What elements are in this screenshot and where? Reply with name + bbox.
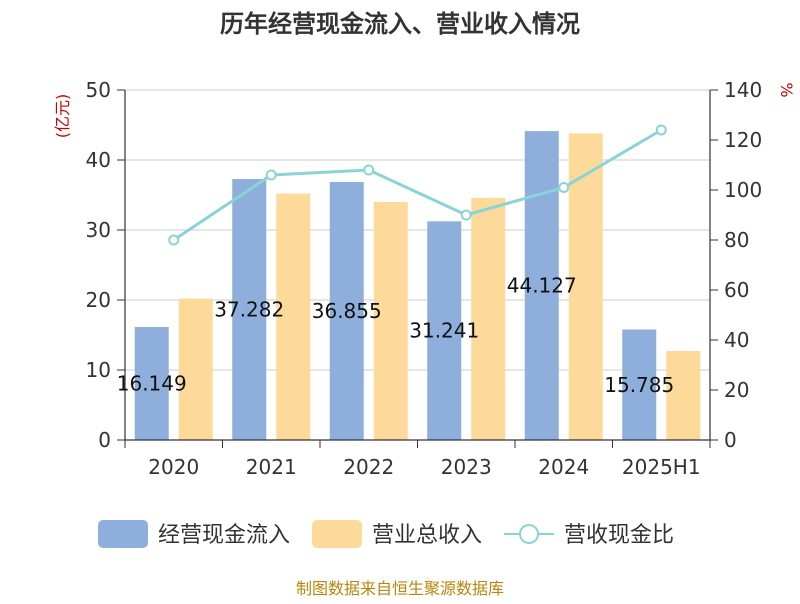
line-layer <box>168 124 667 246</box>
y-right-tick-label: 100 <box>724 178 762 202</box>
legend: 经营现金流入 营业总收入 营收现金比 <box>98 520 674 548</box>
data-label-operating-cash-inflow: 36.855 <box>312 299 382 323</box>
line-point <box>655 124 667 136</box>
y-right-tick-label: 40 <box>724 328 749 352</box>
legend-marker <box>519 524 539 544</box>
line-point <box>460 209 472 221</box>
y-left-tick-label: 0 <box>98 428 111 452</box>
data-label-operating-cash-inflow: 31.241 <box>409 319 479 343</box>
y-left-unit: (亿元) <box>53 94 72 139</box>
line-point <box>558 182 570 193</box>
x-tick-label: 2020 <box>148 455 199 479</box>
bar-total-revenue <box>276 193 311 440</box>
legend-label: 营收现金比 <box>564 523 674 548</box>
line-point <box>168 234 180 246</box>
data-label-operating-cash-inflow: 37.282 <box>214 298 284 322</box>
bar-total-revenue <box>178 298 213 440</box>
source-note: 制图数据来自恒生聚源数据库 <box>296 579 504 598</box>
y-left-tick-label: 10 <box>86 358 111 382</box>
y-right-tick-label: 80 <box>724 228 749 252</box>
bar-operating-cash-inflow <box>232 179 267 440</box>
bar-total-revenue <box>568 133 603 440</box>
label-layer: 16.149 37.282 36.855 31.241 44.127 15.785 <box>117 274 674 397</box>
y-right-tick-label: 0 <box>724 428 737 452</box>
y-right-unit: % <box>777 82 796 97</box>
y-left-tick-label: 50 <box>86 78 111 102</box>
y-right-tick-label: 20 <box>724 378 749 402</box>
line-point <box>265 169 277 181</box>
line-point <box>363 164 375 176</box>
bar-total-revenue <box>471 197 506 440</box>
y-left-tick-label: 20 <box>86 288 111 312</box>
legend-label: 经营现金流入 <box>158 523 290 548</box>
axis-layer: 0 10 20 30 40 50 0 20 40 60 80 100 120 140 2020 2021 202… <box>86 78 763 479</box>
y-right-tick-label: 140 <box>724 78 762 102</box>
y-right-tick-label: 120 <box>724 128 762 152</box>
x-tick-label: 2025H1 <box>622 455 701 479</box>
bar-operating-cash-inflow <box>134 326 169 440</box>
bar-total-revenue <box>666 351 701 440</box>
legend-swatch <box>312 520 362 548</box>
line-revenue-cash-ratio <box>172 128 663 242</box>
legend-swatch <box>98 520 148 548</box>
chart-title: 历年经营现金流入、营业收入情况 <box>220 10 580 38</box>
bar-total-revenue <box>373 202 408 440</box>
y-left-tick-label: 40 <box>86 148 111 172</box>
y-left-tick-label: 30 <box>86 218 111 242</box>
x-tick-label: 2023 <box>441 455 492 479</box>
bar-operating-cash-inflow <box>622 329 657 440</box>
bar-operating-cash-inflow <box>524 131 559 440</box>
data-label-operating-cash-inflow: 15.785 <box>604 373 674 397</box>
x-tick-label: 2021 <box>246 455 297 479</box>
data-label-operating-cash-inflow: 44.127 <box>507 274 577 298</box>
bar-operating-cash-inflow <box>329 182 364 440</box>
bar-operating-cash-inflow <box>427 221 462 440</box>
bar-layer <box>134 131 701 440</box>
y-right-tick-label: 60 <box>724 278 749 302</box>
x-tick-label: 2022 <box>343 455 394 479</box>
x-tick-label: 2024 <box>538 455 589 479</box>
data-label-operating-cash-inflow: 16.149 <box>117 371 187 395</box>
legend-label: 营业总收入 <box>372 523 482 548</box>
